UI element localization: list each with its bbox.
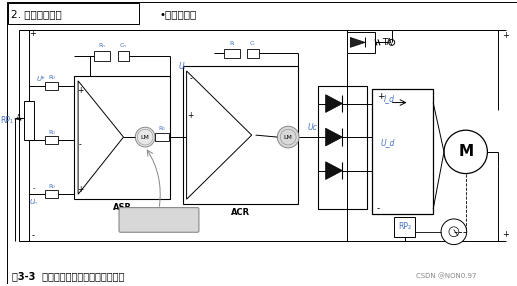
Text: +: +	[187, 111, 194, 120]
Text: Uc: Uc	[308, 123, 318, 132]
Text: 知识点: 知识点	[356, 99, 407, 142]
Circle shape	[449, 227, 459, 237]
Text: TA: TA	[382, 38, 392, 47]
Text: Rᵢ: Rᵢ	[229, 41, 235, 46]
Circle shape	[280, 129, 296, 145]
Text: R₀: R₀	[48, 184, 55, 189]
Bar	[155, 133, 169, 141]
Circle shape	[277, 126, 299, 148]
Bar	[74, 76, 170, 199]
Bar	[394, 217, 416, 237]
Bar	[318, 86, 367, 209]
Text: LM: LM	[284, 135, 293, 140]
Bar	[44, 190, 58, 198]
Text: ACR: ACR	[231, 208, 250, 217]
Text: +: +	[502, 230, 509, 239]
Text: R₀: R₀	[48, 130, 55, 135]
Text: 图3-3  双闭环直流调速系统电路原理图: 图3-3 双闭环直流调速系统电路原理图	[12, 271, 125, 281]
FancyBboxPatch shape	[119, 208, 199, 232]
Bar	[44, 82, 58, 90]
Circle shape	[389, 39, 394, 45]
Text: Cₙ: Cₙ	[120, 43, 127, 48]
Text: CSDN @NON0.97: CSDN @NON0.97	[416, 273, 477, 279]
Text: R₀: R₀	[159, 126, 165, 131]
Text: -: -	[33, 185, 35, 191]
Text: -: -	[189, 74, 192, 84]
Text: RP₂: RP₂	[398, 222, 411, 231]
Text: ASR: ASR	[113, 202, 131, 212]
Bar	[8, 3, 139, 24]
Circle shape	[441, 219, 467, 245]
Text: Uᵢ: Uᵢ	[178, 61, 185, 71]
Text: +: +	[77, 185, 83, 194]
Bar	[224, 49, 240, 58]
Circle shape	[138, 129, 153, 145]
Text: R₀: R₀	[48, 76, 55, 80]
Polygon shape	[326, 95, 342, 112]
Text: U*: U*	[36, 76, 45, 82]
Text: I_d: I_d	[384, 94, 396, 103]
Circle shape	[135, 127, 155, 147]
Text: -: -	[31, 231, 34, 240]
Text: Cᵢ: Cᵢ	[250, 41, 255, 46]
Polygon shape	[187, 71, 252, 199]
Text: LM: LM	[141, 135, 149, 140]
Bar	[183, 66, 298, 204]
Text: +: +	[377, 92, 385, 101]
Text: 2. 系统电路结构: 2. 系统电路结构	[11, 9, 62, 19]
Bar	[94, 51, 110, 61]
Text: -: -	[79, 140, 82, 150]
Bar	[44, 136, 58, 144]
Text: -: -	[377, 204, 380, 214]
Text: Uₙ: Uₙ	[30, 199, 38, 205]
Text: +: +	[502, 31, 509, 40]
Bar	[247, 49, 258, 58]
Polygon shape	[78, 81, 124, 194]
Text: RP₁: RP₁	[0, 116, 13, 125]
Text: +: +	[29, 29, 36, 38]
Text: Rₙ: Rₙ	[98, 43, 105, 48]
Text: 表示限幅: 表示限幅	[148, 215, 170, 225]
Text: M: M	[458, 144, 473, 159]
Polygon shape	[326, 162, 342, 180]
Text: 知识点: 知识点	[60, 138, 112, 181]
Text: 知识点: 知识点	[199, 158, 250, 201]
Polygon shape	[351, 37, 365, 47]
Bar	[24, 101, 34, 140]
Text: U_d: U_d	[381, 138, 395, 148]
Bar	[372, 89, 433, 214]
Bar	[117, 51, 129, 61]
Text: +: +	[77, 86, 83, 95]
Circle shape	[444, 130, 488, 174]
Polygon shape	[326, 128, 342, 146]
Text: •系统原理图: •系统原理图	[160, 9, 197, 19]
Bar	[347, 31, 375, 53]
